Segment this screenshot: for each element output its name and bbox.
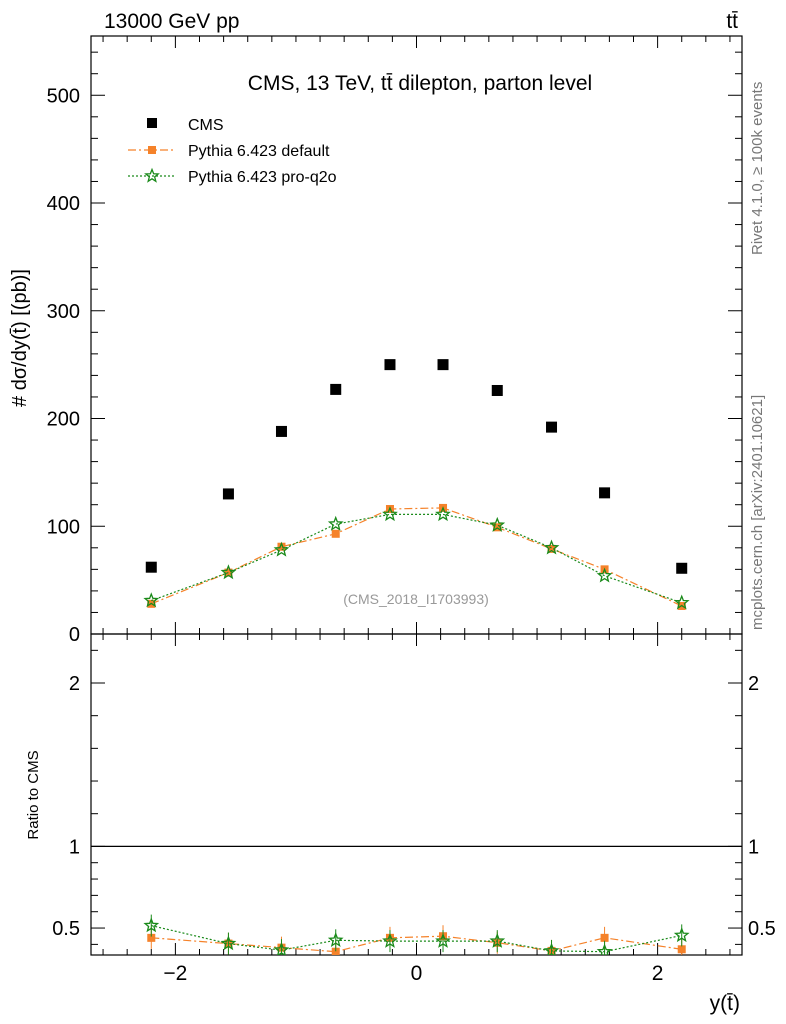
series-0-main-point: [222, 488, 234, 500]
series-1-ratio-point: [331, 947, 340, 955]
mcplots-label: mcplots.cern.ch [arXiv:2401.10621]: [749, 395, 766, 630]
ratio-y-tick-label-right: 1: [748, 836, 759, 858]
series-2-main-point: [596, 567, 613, 583]
ratio-y-tick-label-right: 0.5: [748, 918, 776, 940]
legend-entry-pythia-default: Pythia 6.423 default: [128, 143, 330, 160]
x-tick-label: 2: [652, 962, 664, 985]
series-0-main-point: [546, 421, 558, 433]
series-2-ratio-point: [143, 917, 160, 933]
header-left: 13000 GeV pp: [104, 10, 239, 33]
ratio-plot-frame: [90, 633, 743, 956]
series-2-main-point: [273, 541, 290, 557]
series-1-main-point: [331, 529, 340, 538]
ratio-y-tick-label-left: 1: [69, 836, 80, 858]
series-2-ratio-point: [273, 941, 290, 955]
series-0-main-point: [145, 561, 157, 573]
main-y-axis-label: # dσ/dy(t̄) [(pb)]: [9, 269, 31, 407]
series-2-ratio-point: [382, 932, 398, 948]
series-0-main-point: [491, 384, 503, 396]
x-tick-label: −2: [163, 962, 187, 985]
legend-entry-pythia-proq2o: Pythia 6.423 pro-q2o: [128, 167, 337, 186]
main-y-tick-label: 400: [47, 193, 80, 215]
series-2-main-line: [151, 513, 682, 604]
legend-label-pythia-proq2o: Pythia 6.423 pro-q2o: [188, 169, 337, 186]
series-1-ratio-line: [151, 935, 682, 953]
main-y-tick-label: 200: [47, 409, 80, 431]
legend-label-cms: CMS: [188, 117, 224, 134]
series-2-main-point: [489, 516, 506, 532]
main-y-tick-label: 300: [47, 301, 80, 323]
series-1-ratio-point: [147, 933, 156, 942]
main-panel-series: [143, 359, 690, 610]
series-2-ratio-point: [489, 932, 506, 948]
series-0-main-point: [330, 383, 342, 395]
legend-label-pythia-default: Pythia 6.423 default: [188, 143, 330, 160]
series-0-main-point: [384, 359, 396, 371]
series-1-main-point: [547, 544, 556, 553]
header-right: tt̄: [726, 10, 738, 33]
main-y-tick-label: 0: [69, 624, 80, 646]
legend-entry-cms: CMS: [147, 117, 224, 134]
series-2-main-point: [327, 515, 344, 531]
ratio-y-tick-label-right: 2: [748, 673, 759, 695]
series-1-main-line: [151, 507, 682, 607]
series-0-main-point: [599, 487, 611, 499]
main-y-tick-label: 100: [47, 516, 80, 538]
main-ylabel: # dσ/dy(t̄) [(pb)]: [9, 269, 31, 407]
series-1-main-point: [224, 568, 233, 577]
series-2-main-point: [220, 564, 237, 580]
legend-marker-pythia-proq2o: [144, 167, 160, 183]
series-2-main-point: [143, 592, 160, 608]
series-0-main-point: [676, 562, 688, 574]
main-y-tick-label: 500: [47, 85, 80, 107]
series-0-main-point: [437, 359, 449, 371]
series-layer: [143, 359, 690, 955]
axes-layer: −2 0 2 0 100 200 300 400 500 0.5 0.5 1 1 2 2: [47, 36, 776, 985]
series-0-main-point: [275, 425, 287, 437]
x-axis-label: y(t̄): [710, 992, 740, 1015]
series-2-ratio-point: [596, 943, 613, 955]
series-2-ratio-point: [327, 932, 344, 948]
legend-marker-cms: [147, 118, 157, 128]
rivet-label: Rivet 4.1.0, ≥ 100k events: [749, 82, 766, 255]
series-2-main-point: [543, 539, 560, 555]
series-2-ratio-point: [543, 942, 560, 955]
ratio-panel-series: [143, 914, 690, 955]
series-1-main-point: [277, 542, 286, 551]
ratio-y-tick-label-left: 2: [69, 673, 80, 695]
series-2-ratio-point: [673, 927, 690, 943]
series-2-ratio-point: [435, 932, 451, 948]
analysis-watermark: (CMS_2018_I1703993): [343, 591, 489, 607]
series-2-ratio-line: [151, 925, 682, 953]
x-tick-label: 0: [411, 962, 423, 985]
series-2-main-point: [435, 506, 451, 522]
series-2-main-point: [673, 594, 690, 610]
legend-marker-pythia-default: [148, 146, 156, 154]
ratio-y-tick-label-left: 0.5: [52, 918, 80, 940]
series-1-ratio-point: [600, 933, 609, 942]
chart-title: CMS, 13 TeV, tt̄ dilepton, parton level: [248, 72, 592, 95]
series-2-ratio-point: [220, 935, 237, 951]
ratio-ylabel: Ratio to CMS: [25, 750, 42, 839]
series-2-main-point: [382, 506, 398, 522]
legend: CMS Pythia 6.423 default Pythia 6.423 pr…: [128, 117, 337, 186]
series-1-ratio-point: [677, 945, 686, 954]
